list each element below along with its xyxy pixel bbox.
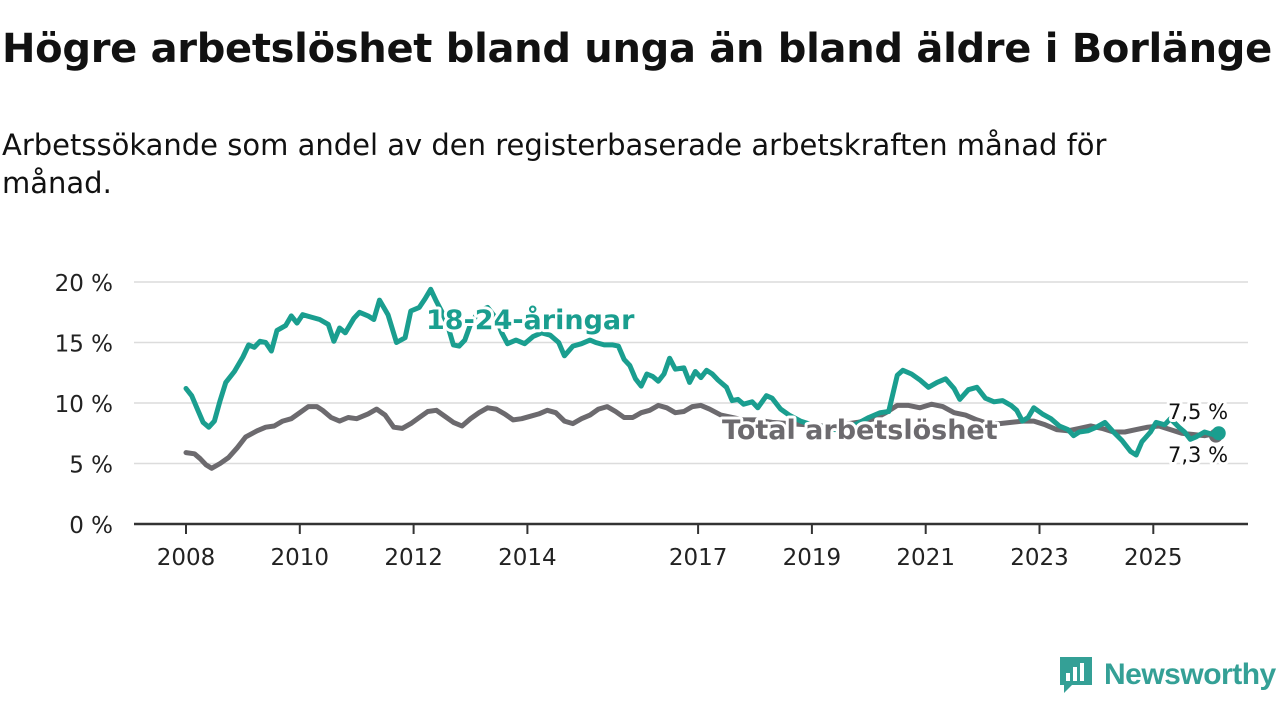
total-end-value-text: 7,3 % [1168, 443, 1228, 467]
y-tick-label: 10 % [55, 392, 113, 418]
y-tick-label: 5 % [69, 453, 113, 479]
gridlines [134, 281, 1248, 465]
youth-series-label-text: 18-24-åringar [426, 304, 635, 336]
series-line-total [183, 401, 1219, 471]
brand-name: Newsworthy [1104, 658, 1276, 691]
newsworthy-logo: Newsworthy [1058, 655, 1276, 695]
series-lines [183, 286, 1226, 471]
y-tick-label: 0 % [69, 513, 113, 539]
y-axis-labels: 0 % 5 % 10 % 15 % 20 % [55, 271, 113, 539]
x-tick-label: 2023 [1010, 545, 1069, 571]
youth-end-value: 7,5 %7,5 % [1165, 397, 1231, 427]
x-tick-label: 2019 [783, 545, 842, 571]
total-series-label-text: Total arbetslöshet [722, 415, 998, 446]
x-tick-label: 2021 [896, 545, 955, 571]
x-tick-label: 2010 [271, 545, 330, 571]
x-tick-label: 2008 [157, 545, 216, 571]
chart-title: Högre arbetslöshet bland unga än bland ä… [2, 26, 1272, 72]
x-tick-label: 2017 [669, 545, 728, 571]
youth-end-value-halo: 7,5 % [1168, 400, 1228, 424]
youth-series-label-halo: 18-24-åringar [426, 304, 635, 336]
x-axis-labels: 2008 2010 2012 2014 2017 2019 2021 2023 2025 [157, 545, 1183, 571]
series-line-youth [183, 286, 1222, 458]
y-tick-label: 15 % [55, 332, 113, 358]
x-tick-label: 2025 [1124, 545, 1183, 571]
y-tick-label: 20 % [55, 271, 113, 297]
total-end-value-halo: 7,3 % [1168, 443, 1228, 467]
youth-end-value-text: 7,5 % [1168, 400, 1228, 424]
total-series-label-halo: Total arbetslöshet [722, 415, 998, 446]
x-tick-label: 2012 [384, 545, 443, 571]
total-end-value: 7,3 %7,3 % [1165, 440, 1231, 470]
chart-subtitle: Arbetssökande som andel av den registerb… [2, 128, 1107, 200]
x-tick-label: 2014 [498, 545, 557, 571]
end-point-youth [1211, 426, 1226, 441]
newsworthy-icon [1060, 657, 1092, 693]
x-axis [134, 522, 1248, 534]
